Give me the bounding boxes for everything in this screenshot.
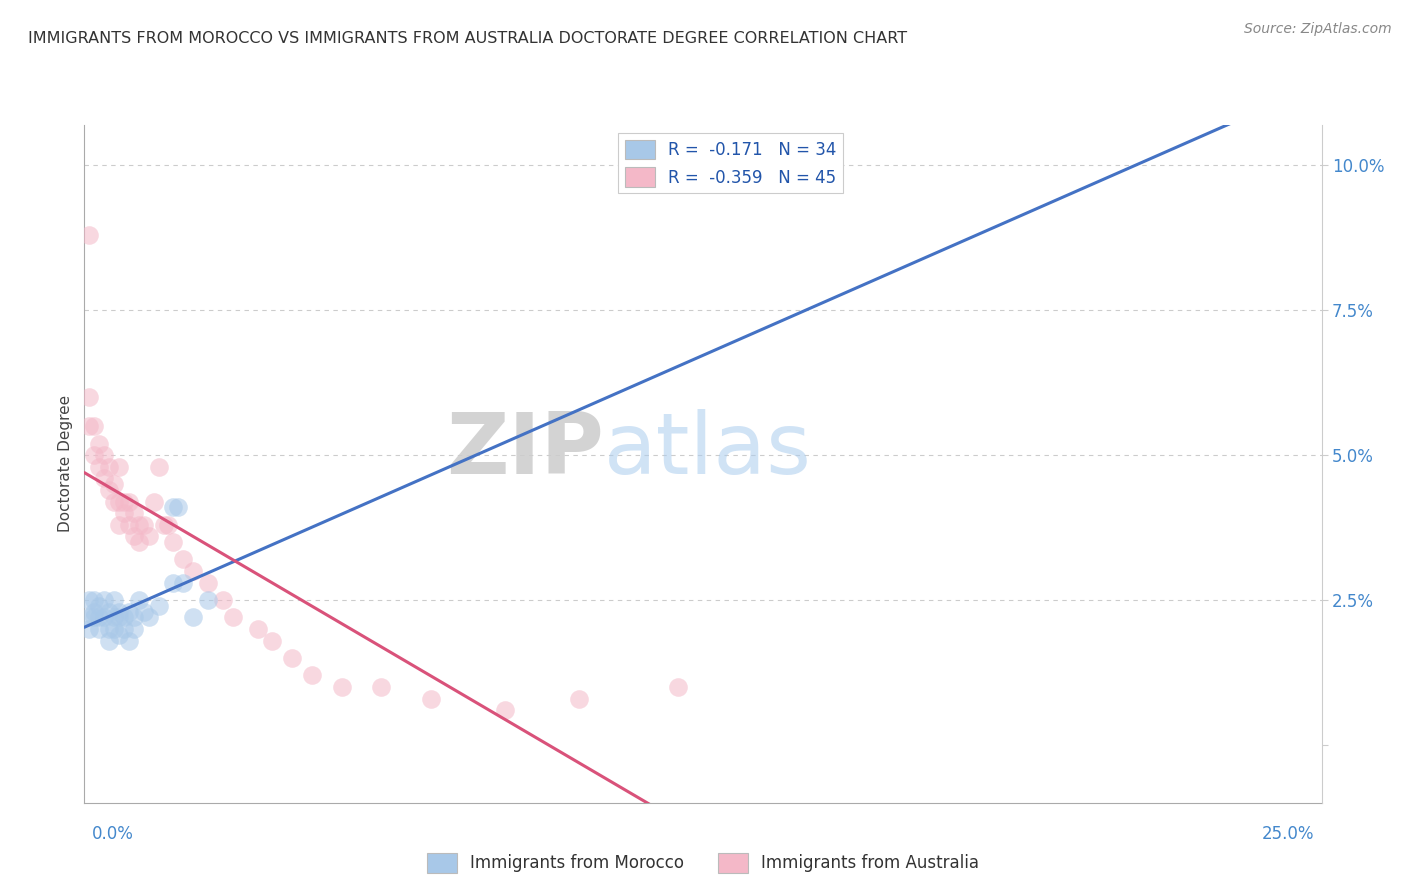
Point xyxy=(79,610,101,624)
Point xyxy=(108,494,131,508)
Point xyxy=(93,610,115,624)
Point xyxy=(103,622,125,636)
Point xyxy=(122,610,145,624)
Point xyxy=(281,651,304,665)
Point xyxy=(181,610,204,624)
Point xyxy=(108,628,131,642)
Point xyxy=(370,680,392,694)
Text: IMMIGRANTS FROM MOROCCO VS IMMIGRANTS FROM AUSTRALIA DOCTORATE DEGREE CORRELATIO: IMMIGRANTS FROM MOROCCO VS IMMIGRANTS FR… xyxy=(28,31,907,46)
Point xyxy=(148,599,170,613)
Point xyxy=(89,599,111,613)
Point xyxy=(122,622,145,636)
Point xyxy=(568,691,591,706)
Point xyxy=(128,535,150,549)
Point xyxy=(89,436,111,450)
Point xyxy=(172,552,194,566)
Text: ZIP: ZIP xyxy=(446,409,605,491)
Point xyxy=(167,500,190,515)
Point xyxy=(142,494,165,508)
Point xyxy=(157,517,180,532)
Point xyxy=(79,227,101,242)
Point xyxy=(128,517,150,532)
Point xyxy=(83,605,105,619)
Point xyxy=(262,633,284,648)
Point xyxy=(666,680,689,694)
Point xyxy=(148,459,170,474)
Point xyxy=(112,506,135,520)
Point xyxy=(89,610,111,624)
Point xyxy=(181,564,204,578)
Point xyxy=(118,605,141,619)
Point xyxy=(132,605,155,619)
Point xyxy=(93,448,115,462)
Point xyxy=(172,575,194,590)
Point xyxy=(93,593,115,607)
Point xyxy=(93,471,115,485)
Point xyxy=(128,593,150,607)
Point xyxy=(89,459,111,474)
Point xyxy=(132,517,155,532)
Text: Source: ZipAtlas.com: Source: ZipAtlas.com xyxy=(1244,22,1392,37)
Point xyxy=(98,459,121,474)
Point xyxy=(162,535,184,549)
Point xyxy=(103,494,125,508)
Point xyxy=(197,593,219,607)
Point xyxy=(103,593,125,607)
Point xyxy=(83,448,105,462)
Text: 25.0%: 25.0% xyxy=(1263,825,1315,843)
Point xyxy=(246,622,269,636)
Point xyxy=(162,575,184,590)
Legend: R =  -0.171   N = 34, R =  -0.359   N = 45: R = -0.171 N = 34, R = -0.359 N = 45 xyxy=(619,133,844,194)
Point xyxy=(83,419,105,434)
Point xyxy=(222,610,245,624)
Point xyxy=(122,529,145,543)
Point xyxy=(118,517,141,532)
Point xyxy=(79,593,101,607)
Point xyxy=(79,622,101,636)
Point xyxy=(79,390,101,404)
Point xyxy=(108,605,131,619)
Point xyxy=(108,517,131,532)
Point xyxy=(79,419,101,434)
Point xyxy=(112,494,135,508)
Point xyxy=(112,622,135,636)
Text: 0.0%: 0.0% xyxy=(91,825,134,843)
Point xyxy=(98,622,121,636)
Point xyxy=(83,593,105,607)
Point xyxy=(103,610,125,624)
Point xyxy=(494,703,516,717)
Point xyxy=(89,622,111,636)
Point xyxy=(138,529,160,543)
Y-axis label: Doctorate Degree: Doctorate Degree xyxy=(58,395,73,533)
Point xyxy=(419,691,441,706)
Point xyxy=(98,483,121,497)
Point xyxy=(103,477,125,491)
Point xyxy=(197,575,219,590)
Point xyxy=(98,605,121,619)
Point xyxy=(138,610,160,624)
Point xyxy=(330,680,353,694)
Point xyxy=(108,459,131,474)
Point xyxy=(118,633,141,648)
Point xyxy=(112,610,135,624)
Point xyxy=(122,506,145,520)
Point xyxy=(162,500,184,515)
Point xyxy=(98,633,121,648)
Point xyxy=(83,610,105,624)
Text: atlas: atlas xyxy=(605,409,813,491)
Point xyxy=(108,610,131,624)
Point xyxy=(212,593,235,607)
Point xyxy=(301,668,323,682)
Legend: Immigrants from Morocco, Immigrants from Australia: Immigrants from Morocco, Immigrants from… xyxy=(420,847,986,880)
Point xyxy=(118,494,141,508)
Point xyxy=(152,517,174,532)
